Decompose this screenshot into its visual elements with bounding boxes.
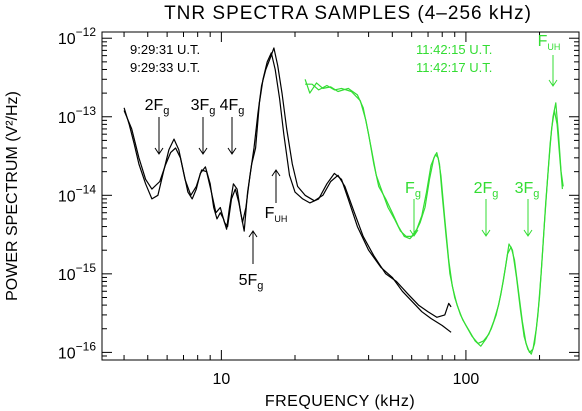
annotation-label: Fg [405, 180, 421, 200]
y-axis-title: POWER SPECTRUM (V²/Hz) [4, 91, 21, 301]
annotation-label: FUH [538, 33, 561, 52]
annotation-arrowhead [198, 147, 208, 155]
annotation-arrowhead [548, 79, 558, 87]
x-axis-title: FREQUENCY (kHz) [265, 393, 415, 410]
annotation-label: 3Fg [515, 180, 540, 200]
y-tick-label: 10−14 [58, 182, 96, 205]
series-line [123, 52, 452, 333]
y-tick-label: 10−12 [58, 25, 96, 48]
axis-ticks: 10 100 10−16 10−15 10−14 10−13 10−12 [58, 25, 579, 388]
plot-frame [101, 31, 580, 361]
annotation-arrowhead [523, 229, 533, 237]
annotation-label: FUH [265, 205, 288, 224]
annotation-arrowhead [154, 147, 164, 155]
series-line [123, 47, 452, 318]
series-layer [123, 47, 564, 355]
chart-title: TNR SPECTRA SAMPLES (4–256 kHz) [164, 3, 532, 24]
legend: 9:29:31 U.T. 9:29:33 U.T. 11:42:15 U.T. 11:… [130, 42, 492, 75]
annotation-arrowhead [271, 169, 281, 177]
legend-entry: 9:29:31 U.T. [130, 42, 200, 57]
legend-entry: 11:42:17 U.T. [416, 60, 492, 75]
series-line [304, 79, 563, 353]
y-tick-label: 10−15 [58, 261, 96, 284]
annotation-arrowhead [481, 229, 491, 237]
annotation-arrowhead [409, 229, 419, 237]
series-line [305, 83, 564, 355]
annotation-label: 5Fg [239, 272, 264, 292]
annotation-label: 3Fg [191, 97, 216, 117]
legend-entry: 11:42:15 U.T. [416, 42, 492, 57]
legend-entry: 9:29:33 U.T. [130, 60, 200, 75]
x-tick-label: 10 [212, 371, 230, 388]
y-tick-label: 10−16 [58, 339, 96, 362]
y-tick-label: 10−13 [58, 104, 96, 127]
annotation-arrowhead [248, 230, 258, 238]
annotation-label: 2Fg [145, 97, 170, 117]
annotation-label: 4Fg [220, 97, 245, 117]
annotation-arrowhead [227, 147, 237, 155]
x-tick-label: 100 [453, 371, 480, 388]
annotation-label: 2Fg [474, 180, 499, 200]
